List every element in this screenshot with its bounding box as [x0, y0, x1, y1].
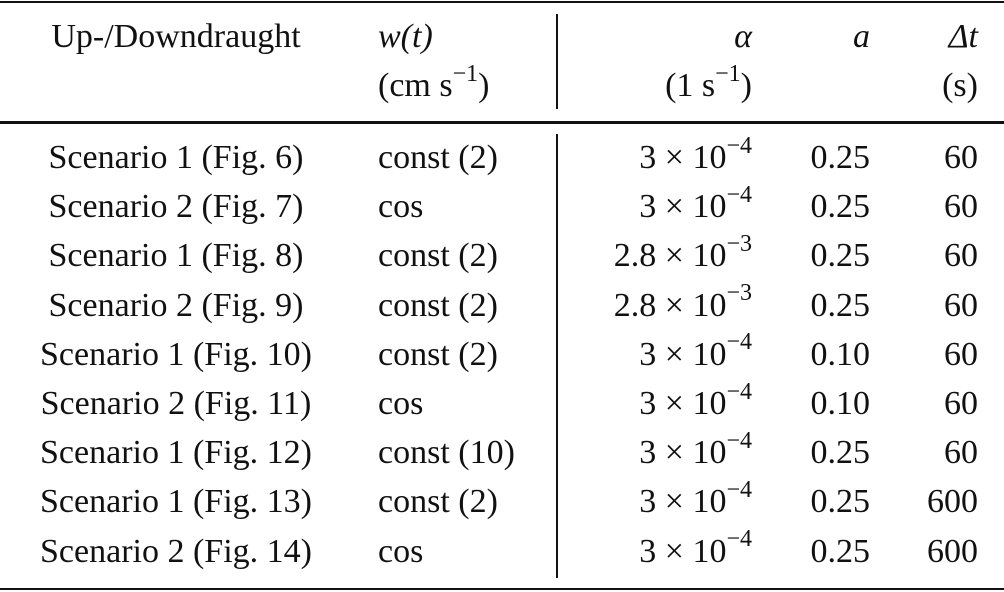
alpha-value-text: 3 × 10	[639, 139, 727, 176]
scenario: Scenario 2 (Fig. 7)	[48, 188, 304, 226]
a-value: 0.25	[810, 483, 871, 521]
a-value: 0.25	[810, 532, 871, 570]
alpha-value-text: 3 × 10	[639, 532, 727, 570]
alpha-value-exp: −4	[726, 526, 752, 553]
dt-value: 60	[944, 139, 978, 176]
alpha-value-exp: −4	[726, 329, 752, 356]
alpha-value-text: 3 × 10	[639, 335, 727, 373]
dt-value: 60	[944, 385, 978, 422]
alpha-value-exp: −4	[726, 427, 752, 454]
top-rule	[0, 1, 1004, 3]
a-value: 0.25	[810, 286, 871, 324]
header-unit-text: (1 s	[665, 67, 716, 104]
header-unit: (1 s−1)	[665, 62, 752, 106]
alpha-value-exp: −3	[726, 280, 752, 307]
alpha-value: 3 × 10−4	[639, 429, 752, 473]
w-profile: const (2)	[378, 286, 498, 324]
column-divider	[556, 134, 558, 578]
alpha-value-text: 3 × 10	[639, 434, 727, 472]
alpha-value-exp: −4	[726, 378, 752, 405]
alpha-value-exp: −4	[726, 132, 752, 159]
header-unit: (cm s−1)	[378, 62, 490, 106]
scenario: Scenario 1 (Fig. 10)	[40, 335, 312, 373]
dt-value: 60	[944, 237, 978, 275]
a-value: 0.10	[810, 385, 871, 422]
w-profile: const (2)	[378, 139, 498, 176]
w-profile: cos	[378, 188, 424, 226]
alpha-value-text: 3 × 10	[639, 188, 727, 226]
header-unit: (s)	[942, 67, 978, 104]
alpha-value-exp: −3	[726, 231, 752, 258]
alpha-value-exp: −4	[726, 477, 752, 504]
a-value: 0.25	[810, 139, 871, 176]
dt-value: 60	[944, 335, 978, 373]
dt-value: 60	[944, 286, 978, 324]
scenario: Scenario 1 (Fig. 13)	[40, 483, 312, 521]
w-profile: const (2)	[378, 335, 498, 373]
column-divider	[556, 14, 558, 109]
header-unit-text: )	[740, 67, 752, 104]
a-value: 0.10	[810, 335, 871, 373]
dt-value: 60	[944, 434, 978, 472]
alpha-value: 3 × 10−4	[639, 478, 752, 522]
bottom-rule	[0, 588, 1004, 590]
dt-value: 600	[927, 532, 978, 570]
scenario: Scenario 2 (Fig. 11)	[40, 385, 312, 422]
header-label: a	[853, 18, 870, 55]
scenario: Scenario 1 (Fig. 8)	[48, 237, 304, 275]
alpha-value: 2.8 × 10−3	[613, 232, 752, 276]
alpha-value: 3 × 10−4	[639, 527, 752, 572]
a-value: 0.25	[810, 237, 871, 275]
header-unit-exp: −1	[452, 60, 479, 87]
alpha-value-text: 3 × 10	[639, 483, 727, 521]
w-profile: const (2)	[378, 237, 498, 275]
header-unit-exp: −1	[715, 60, 741, 87]
dt-value: 600	[927, 483, 978, 521]
dt-value: 60	[944, 188, 978, 226]
alpha-value-text: 2.8 × 10	[613, 286, 727, 324]
w-profile: const (2)	[378, 483, 498, 521]
w-profile: cos	[378, 532, 424, 570]
header-label: α	[734, 18, 752, 55]
alpha-value: 3 × 10−4	[639, 134, 752, 178]
scenario: Scenario 1 (Fig. 6)	[48, 139, 304, 176]
header-label: Δt	[948, 18, 978, 55]
header-label: w(t)	[378, 18, 433, 55]
scenario: Scenario 2 (Fig. 14)	[40, 532, 312, 570]
alpha-value-text: 2.8 × 10	[613, 237, 727, 275]
alpha-value-text: 3 × 10	[639, 385, 727, 422]
scenario: Scenario 2 (Fig. 9)	[48, 286, 304, 324]
a-value: 0.25	[810, 434, 871, 472]
alpha-value-exp: −4	[726, 181, 752, 208]
w-profile: const (10)	[378, 434, 515, 472]
w-profile: cos	[378, 385, 424, 422]
scenario: Scenario 1 (Fig. 12)	[40, 434, 312, 472]
header-label: Up-/Downdraught	[51, 18, 301, 55]
alpha-value: 2.8 × 10−3	[613, 281, 752, 326]
alpha-value: 3 × 10−4	[639, 380, 752, 424]
header-unit-text: )	[478, 67, 490, 104]
a-value: 0.25	[810, 188, 871, 226]
mid-rule	[0, 121, 1004, 124]
alpha-value: 3 × 10−4	[639, 183, 752, 227]
alpha-value: 3 × 10−4	[639, 330, 752, 375]
header-unit-text: (cm s	[378, 67, 453, 104]
